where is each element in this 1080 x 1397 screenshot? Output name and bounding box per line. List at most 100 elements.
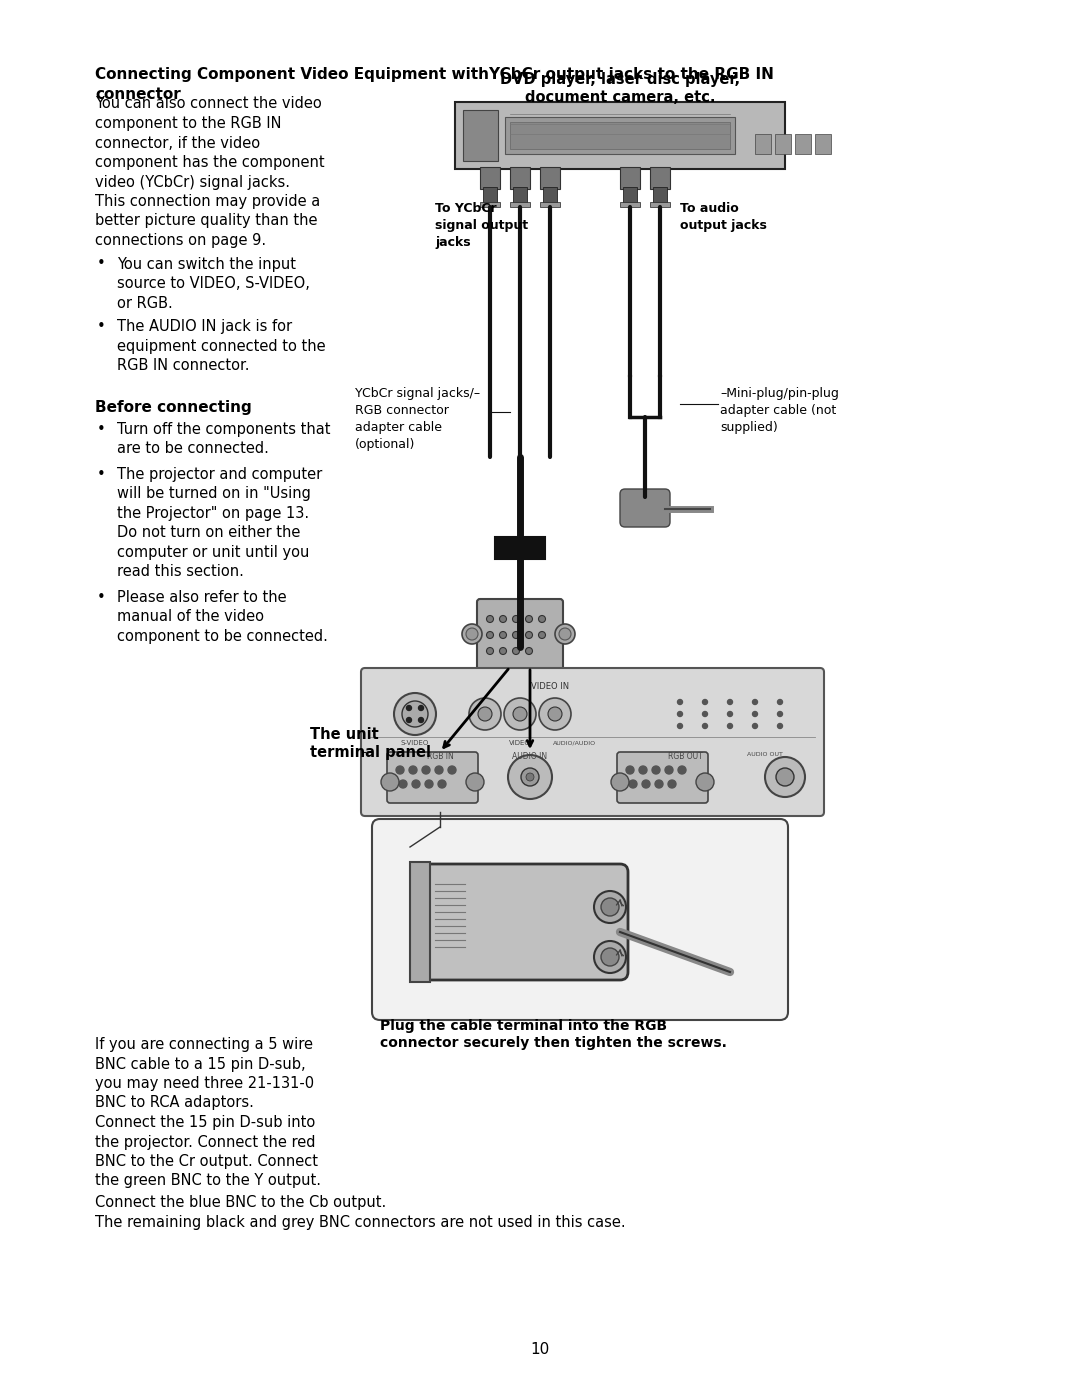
Circle shape	[486, 647, 494, 655]
Text: connector, if the video: connector, if the video	[95, 136, 260, 151]
Text: RGB IN: RGB IN	[427, 752, 454, 761]
Text: (optional): (optional)	[355, 439, 416, 451]
Circle shape	[462, 624, 482, 644]
Circle shape	[600, 949, 619, 965]
Circle shape	[702, 711, 707, 717]
Text: read this section.: read this section.	[117, 564, 244, 578]
Text: component has the component: component has the component	[95, 155, 325, 170]
Bar	[620, 168, 640, 189]
Text: supplied): supplied)	[720, 420, 778, 434]
Circle shape	[777, 768, 794, 787]
Text: AUDIO IN: AUDIO IN	[512, 752, 548, 761]
Text: You can switch the input: You can switch the input	[117, 257, 296, 271]
Circle shape	[381, 773, 399, 791]
Circle shape	[753, 700, 757, 704]
Bar	[510, 168, 530, 189]
Text: RGB connector: RGB connector	[355, 404, 449, 416]
Circle shape	[513, 631, 519, 638]
Text: connector securely then tighten the screws.: connector securely then tighten the scre…	[380, 1037, 727, 1051]
Circle shape	[465, 773, 484, 791]
Text: signal output: signal output	[435, 219, 528, 232]
Text: VIDEO IN: VIDEO IN	[531, 682, 569, 692]
Text: The projector and computer: The projector and computer	[117, 467, 322, 482]
Bar	[480, 203, 500, 207]
Text: Do not turn on either the: Do not turn on either the	[117, 525, 300, 541]
Circle shape	[728, 711, 732, 717]
Circle shape	[626, 766, 634, 774]
Circle shape	[652, 766, 660, 774]
Text: S-VIDEO: S-VIDEO	[401, 740, 429, 746]
Circle shape	[399, 780, 407, 788]
Bar	[480, 168, 500, 189]
Text: are to be connected.: are to be connected.	[117, 441, 269, 455]
Circle shape	[594, 891, 626, 923]
Circle shape	[411, 780, 420, 788]
Circle shape	[406, 705, 411, 711]
Text: DVD player, laser disc player,: DVD player, laser disc player,	[500, 73, 740, 87]
Circle shape	[677, 711, 683, 717]
Text: the green BNC to the Y output.: the green BNC to the Y output.	[95, 1173, 321, 1189]
Text: BNC to RCA adaptors.: BNC to RCA adaptors.	[95, 1095, 254, 1111]
Text: •: •	[97, 467, 106, 482]
Circle shape	[402, 701, 428, 726]
Text: YCbCr signal jacks/–: YCbCr signal jacks/–	[355, 387, 481, 400]
Circle shape	[642, 780, 650, 788]
Circle shape	[513, 707, 527, 721]
Bar	[653, 187, 667, 204]
Text: You can also connect the video: You can also connect the video	[95, 96, 322, 112]
Bar	[815, 134, 831, 154]
Text: Connect the blue BNC to the Cb output.: Connect the blue BNC to the Cb output.	[95, 1194, 387, 1210]
Circle shape	[478, 707, 492, 721]
Text: the projector. Connect the red: the projector. Connect the red	[95, 1134, 315, 1150]
Circle shape	[778, 700, 783, 704]
Text: video (YCbCr) signal jacks.: video (YCbCr) signal jacks.	[95, 175, 291, 190]
Text: AUDIO/AUDIO: AUDIO/AUDIO	[553, 740, 596, 745]
Text: To YCbCr: To YCbCr	[435, 203, 497, 215]
Bar	[483, 187, 497, 204]
Circle shape	[508, 754, 552, 799]
Circle shape	[677, 700, 683, 704]
Circle shape	[611, 773, 629, 791]
Text: 10: 10	[530, 1343, 550, 1356]
Circle shape	[465, 629, 478, 640]
Text: Before connecting: Before connecting	[95, 400, 252, 415]
Circle shape	[539, 698, 571, 731]
Text: VIDEO: VIDEO	[509, 740, 531, 746]
Circle shape	[678, 766, 686, 774]
Circle shape	[539, 616, 545, 623]
Circle shape	[654, 780, 663, 788]
Text: better picture quality than the: better picture quality than the	[95, 214, 318, 229]
Circle shape	[600, 898, 619, 916]
Circle shape	[448, 766, 456, 774]
Circle shape	[526, 631, 532, 638]
Circle shape	[594, 942, 626, 972]
Bar	[463, 110, 498, 161]
FancyBboxPatch shape	[411, 863, 627, 981]
Text: Connect the 15 pin D-sub into: Connect the 15 pin D-sub into	[95, 1115, 315, 1130]
Circle shape	[539, 631, 545, 638]
Circle shape	[728, 700, 732, 704]
Circle shape	[728, 724, 732, 728]
Text: adapter cable: adapter cable	[355, 420, 442, 434]
Circle shape	[526, 647, 532, 655]
Text: connector: connector	[95, 87, 180, 102]
Circle shape	[499, 631, 507, 638]
Text: component to the RGB IN: component to the RGB IN	[95, 116, 282, 131]
Text: you may need three 21-131-0: you may need three 21-131-0	[95, 1076, 314, 1091]
Circle shape	[702, 724, 707, 728]
Text: The unit: The unit	[310, 726, 379, 742]
Text: –Mini-plug/pin-plug: –Mini-plug/pin-plug	[720, 387, 839, 400]
Text: manual of the video: manual of the video	[117, 609, 264, 624]
Text: BNC cable to a 15 pin D-sub,: BNC cable to a 15 pin D-sub,	[95, 1056, 306, 1071]
Text: equipment connected to the: equipment connected to the	[117, 338, 326, 353]
Circle shape	[669, 780, 676, 788]
Text: RGB IN connector.: RGB IN connector.	[117, 358, 249, 373]
Bar	[510, 122, 730, 149]
Bar	[623, 187, 637, 204]
FancyBboxPatch shape	[372, 819, 788, 1020]
Circle shape	[419, 705, 423, 711]
Circle shape	[419, 718, 423, 722]
Circle shape	[778, 724, 783, 728]
Circle shape	[696, 773, 714, 791]
Bar	[650, 203, 670, 207]
